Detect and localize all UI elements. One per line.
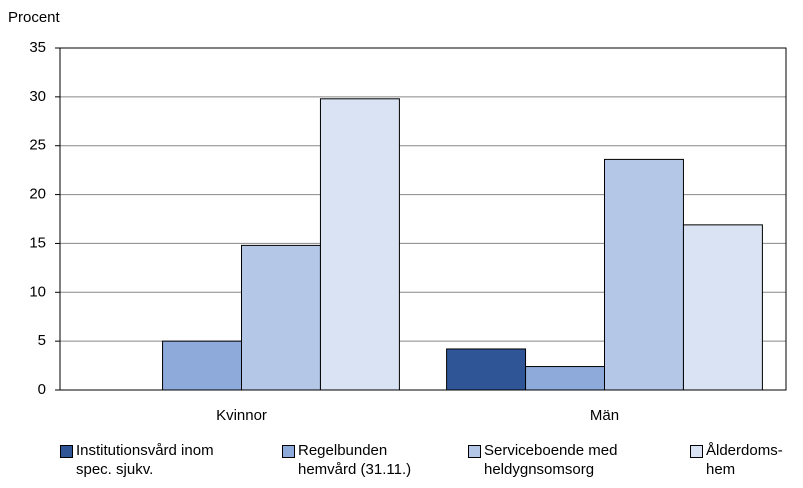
y-tick-label: 20 [29,186,46,203]
y-axis-label: Procent [8,9,61,26]
chart: Procent 0 5 10 15 20 25 30 35 Kvinnor Män [8,9,787,424]
plot-border [59,47,787,391]
y-tick-label: 25 [29,137,46,154]
y-tick-label: 5 [38,332,46,349]
legend-item: Serviceboende med heldygnsomsorg [468,441,624,479]
y-tick-label: 35 [29,39,46,56]
y-tick-label: 15 [29,234,46,251]
y-tick-label: 10 [29,283,46,300]
bar [604,158,684,391]
legend-label: Serviceboende med heldygnsomsorg [484,442,618,478]
legend-item: Regelbunden hemvård (31.11.) [282,441,438,479]
legend-label: Regelbunden hemvård (31.11.) [298,442,412,478]
x-tick-label: Kvinnor [216,407,267,424]
bar [525,366,605,391]
legend-swatch [690,445,703,458]
legend-item: Institutionsvård inom spec. sjukv. [60,441,226,479]
bar [446,348,527,391]
legend-label: Institutionsvård inom spec. sjukv. [76,442,214,478]
legend-label: Ålderdoms-hem [706,442,783,478]
legend-swatch [282,445,295,458]
legend-swatch [468,445,481,458]
bar [319,98,400,391]
y-tick-label: 0 [38,381,46,398]
bar [241,244,321,391]
x-tick-label: Män [590,407,619,424]
bar [162,340,242,391]
legend: Institutionsvård inom spec. sjukv. Regelb… [0,441,803,488]
y-tick-label: 30 [29,88,46,105]
legend-item: Ålderdoms-hem [690,441,796,479]
legend-swatch [60,445,73,458]
bar [682,224,763,391]
